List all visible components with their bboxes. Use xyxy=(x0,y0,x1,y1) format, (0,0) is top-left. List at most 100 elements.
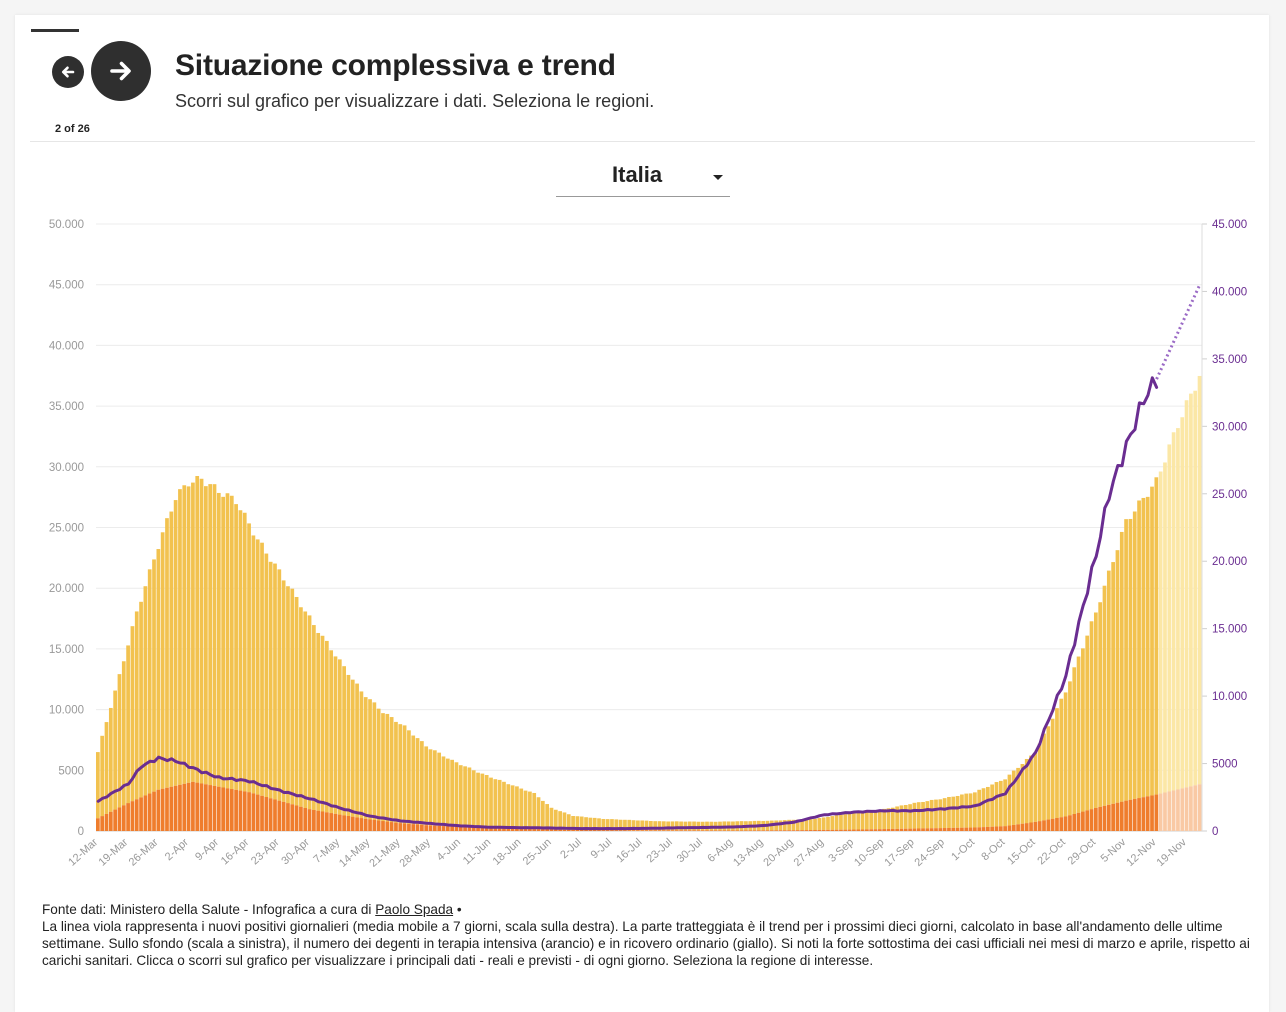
bar-ordinary xyxy=(1111,562,1115,804)
bar-intensive xyxy=(191,781,195,831)
bar-intensive xyxy=(152,791,156,831)
bar-intensive xyxy=(657,830,662,831)
bar-ordinary xyxy=(1102,585,1107,806)
bar-intensive xyxy=(968,827,973,831)
bar-ordinary xyxy=(506,784,511,829)
bar-intensive xyxy=(1011,824,1016,831)
bar-intensive xyxy=(960,827,964,831)
y-left-tick-label: 15.000 xyxy=(49,644,84,656)
bar-intensive xyxy=(307,809,312,831)
bar-ordinary xyxy=(601,818,606,831)
y-right-tick-label: 40.000 xyxy=(1212,286,1247,298)
bar-ordinary xyxy=(169,511,174,787)
bar-intensive xyxy=(445,826,450,831)
y-left-tick-label: 45.000 xyxy=(49,280,84,292)
bar-intensive xyxy=(640,830,645,831)
bar-ordinary xyxy=(385,713,390,822)
bar-intensive xyxy=(925,828,930,831)
bar-ordinary xyxy=(670,821,675,831)
bar-intensive xyxy=(856,829,861,831)
bar-intensive xyxy=(938,828,943,831)
x-tick-label: 23-Jul xyxy=(645,836,675,865)
bar-intensive xyxy=(242,791,247,831)
bar-intensive xyxy=(610,830,614,831)
bar-ordinary xyxy=(890,807,895,829)
bar-ordinary xyxy=(216,492,221,787)
bar-intensive xyxy=(1197,784,1202,831)
author-link[interactable]: Paolo Spada xyxy=(375,902,454,917)
bar-ordinary xyxy=(104,722,109,814)
bar-ordinary xyxy=(1076,656,1081,813)
bar-ordinary xyxy=(614,819,619,831)
bar-ordinary xyxy=(687,821,692,831)
x-tick-label: 18-Jun xyxy=(491,836,524,867)
bar-ordinary xyxy=(584,817,588,830)
bar-ordinary xyxy=(1037,743,1042,822)
bar-ordinary xyxy=(173,500,178,786)
bar-ordinary xyxy=(523,790,528,829)
bar-ordinary xyxy=(178,489,182,785)
bar-intensive xyxy=(579,829,584,831)
bar-intensive xyxy=(1059,817,1064,831)
bar-ordinary xyxy=(1055,708,1059,818)
bar-ordinary xyxy=(588,817,593,830)
y-left-tick-label: 50.000 xyxy=(49,219,84,231)
x-tick-label: 15-Oct xyxy=(1005,836,1038,867)
bar-intensive xyxy=(623,830,627,831)
bar-ordinary xyxy=(389,717,394,823)
arrow-left-icon xyxy=(61,66,75,78)
bar-intensive xyxy=(731,830,735,831)
bar-ordinary xyxy=(886,808,891,829)
bar-intensive xyxy=(467,827,472,831)
bar-ordinary xyxy=(549,807,554,830)
bar-intensive xyxy=(411,824,416,831)
bar-ordinary xyxy=(519,788,524,829)
bar-intensive xyxy=(877,829,882,831)
region-select[interactable]: Italia xyxy=(556,162,730,197)
bar-intensive xyxy=(104,813,109,831)
bar-intensive xyxy=(260,795,264,831)
bar-intensive xyxy=(1003,826,1007,831)
bar-ordinary xyxy=(273,563,277,800)
bar-ordinary xyxy=(143,586,148,796)
bar-ordinary xyxy=(536,797,541,830)
bar-intensive xyxy=(674,830,679,831)
chart[interactable]: 0 5000 10.000 15.000 20.000 25.000 30.000 35.00… xyxy=(15,15,1269,895)
bar-ordinary xyxy=(981,788,986,828)
trend-forecast-line xyxy=(1155,284,1202,380)
y-right-tick-label: 10.000 xyxy=(1212,691,1247,703)
bar-intensive xyxy=(1145,796,1150,831)
bar-intensive xyxy=(1050,818,1055,831)
bar-ordinary xyxy=(355,683,359,818)
bar-ordinary xyxy=(579,816,584,830)
bar-intensive xyxy=(981,827,986,831)
bar-intensive xyxy=(173,785,178,831)
previous-button[interactable] xyxy=(52,56,84,88)
bar-intensive xyxy=(204,784,208,831)
x-tick-label: 14-May xyxy=(337,836,373,870)
x-tick-label: 4-Jun xyxy=(435,836,463,863)
bar-intensive xyxy=(1046,819,1051,831)
bar-ordinary xyxy=(1119,531,1124,802)
bar-ordinary xyxy=(592,817,597,831)
bar-ordinary xyxy=(817,818,822,830)
bar-intensive xyxy=(532,829,537,831)
bar-ordinary xyxy=(929,799,934,829)
bar-intensive xyxy=(787,830,791,831)
bar-ordinary xyxy=(294,596,299,806)
bar-intensive xyxy=(670,830,675,831)
next-button[interactable] xyxy=(91,41,151,101)
bar-ordinary xyxy=(251,535,256,794)
header-divider xyxy=(30,141,1255,142)
x-tick-label: 25-Jun xyxy=(521,836,554,867)
bar-ordinary xyxy=(337,659,342,815)
bar-intensive xyxy=(821,829,826,831)
bar-ordinary xyxy=(623,819,627,831)
bar-ordinary xyxy=(899,805,904,829)
bar-ordinary xyxy=(368,699,372,820)
bar-ordinary xyxy=(696,821,701,831)
chart-description: La linea viola rappresenta i nuovi posit… xyxy=(42,919,1250,968)
bar-ordinary xyxy=(821,817,826,830)
bar-ordinary xyxy=(1011,770,1016,825)
bar-intensive xyxy=(303,807,308,831)
